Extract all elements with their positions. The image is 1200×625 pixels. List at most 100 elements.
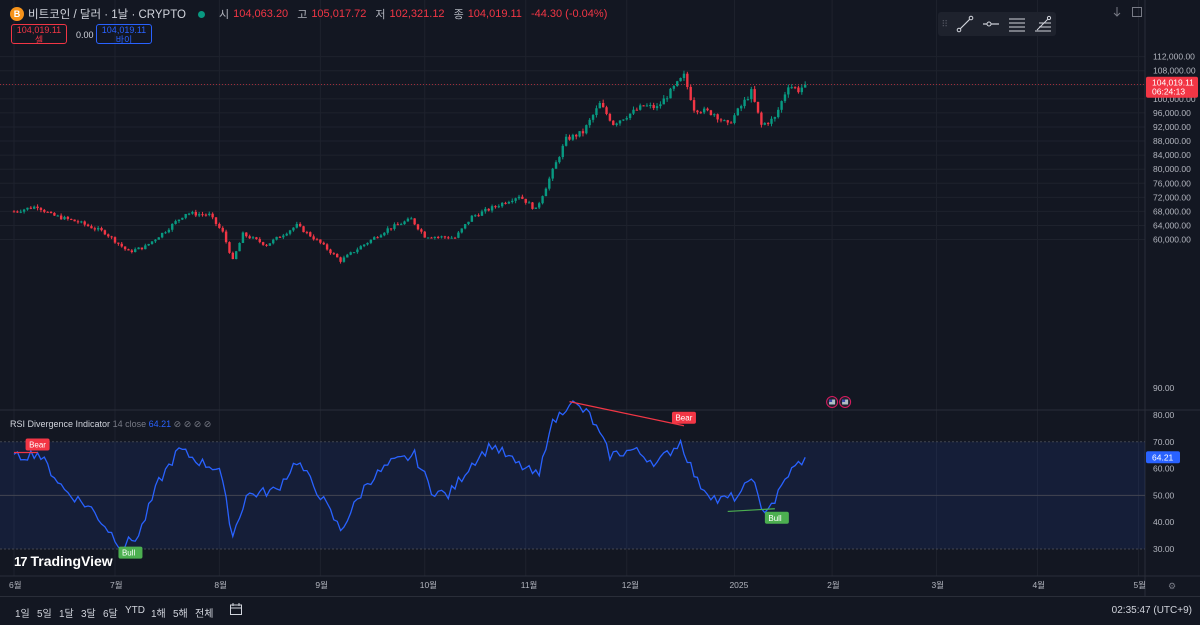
candle-body xyxy=(130,250,134,253)
candle-body xyxy=(278,236,282,238)
range-1m-button[interactable]: 1달 xyxy=(59,609,74,620)
candle-body xyxy=(312,236,315,240)
candle-body xyxy=(43,209,46,212)
candle-body xyxy=(110,236,113,238)
range-1y-button[interactable]: 1해 xyxy=(151,609,166,620)
candle-body xyxy=(645,105,649,107)
candle-body xyxy=(605,107,608,114)
candle-body xyxy=(544,188,548,197)
candle-body xyxy=(46,211,49,213)
candle-body xyxy=(793,87,797,89)
buy-button[interactable]: 104,019.11 바이 xyxy=(96,24,152,44)
range-3m-button[interactable]: 3달 xyxy=(81,609,96,620)
candle-body xyxy=(756,101,760,113)
drawing-toolbar: ⠿ xyxy=(938,12,1056,36)
price-tick-label: 84,000.00 xyxy=(1153,150,1191,160)
candle-body xyxy=(504,202,507,204)
candle-body xyxy=(36,206,39,209)
range-all-button[interactable]: 전체 xyxy=(195,609,214,620)
candle-body xyxy=(255,237,258,240)
clock-timezone[interactable]: 02:35:47 (UTC+9) xyxy=(1111,605,1192,616)
calendar-icon[interactable] xyxy=(229,602,243,619)
close-label: 종 xyxy=(453,9,464,21)
time-tick-label: 9월 xyxy=(315,580,328,590)
rsi-tick-label: 70.00 xyxy=(1153,437,1175,447)
candle-body xyxy=(359,246,362,250)
rsi-value-badge xyxy=(1146,451,1180,464)
symbol-title[interactable]: 비트코인 / 달러 · 1날 · CRYPTO xyxy=(28,9,186,21)
candle-body xyxy=(184,213,187,218)
range-5d-button[interactable]: 5일 xyxy=(37,609,52,620)
candle-body xyxy=(134,249,137,253)
candle-body xyxy=(16,211,19,213)
price-tick-label: 68,000.00 xyxy=(1153,206,1191,216)
candle-body xyxy=(272,239,275,244)
price-tick-label: 60,000.00 xyxy=(1153,235,1191,245)
candle-body xyxy=(238,242,241,252)
buy-price: 104,019.11 xyxy=(101,25,147,35)
rsi-tick-label: 60.00 xyxy=(1153,464,1175,474)
range-6m-button[interactable]: 6달 xyxy=(103,609,118,620)
arrow-down-icon[interactable] xyxy=(1112,6,1122,21)
candle-body xyxy=(420,229,423,232)
range-5y-button[interactable]: 5해 xyxy=(173,609,188,620)
price-tick-label: 112,000.00 xyxy=(1153,52,1195,62)
candle-body xyxy=(699,112,702,114)
candle-body xyxy=(447,237,450,239)
range-1d-button[interactable]: 1일 xyxy=(15,609,30,620)
candle-body xyxy=(33,206,36,209)
candle-body xyxy=(137,247,140,250)
candle-body xyxy=(740,106,743,109)
candle-body xyxy=(686,73,689,87)
candle-body xyxy=(393,224,396,229)
candle-body xyxy=(706,108,709,111)
candle-body xyxy=(773,117,777,119)
candle-body xyxy=(676,81,679,87)
indicator-params: 14 close xyxy=(112,419,147,429)
maximize-icon[interactable] xyxy=(1131,6,1143,21)
fib-retracement-icon[interactable] xyxy=(1030,12,1056,36)
spread-value: 0.00 xyxy=(76,30,94,40)
candle-body xyxy=(497,206,500,208)
sell-button[interactable]: 104,019.11 셀 xyxy=(11,24,67,44)
range-ytd-button[interactable]: YTD xyxy=(125,605,145,616)
candle-body xyxy=(403,221,406,225)
us-flag-icon xyxy=(829,399,833,402)
candle-body xyxy=(494,206,497,208)
candle-body xyxy=(218,223,221,228)
parallel-lines-icon[interactable] xyxy=(1004,12,1030,36)
divergence-label: Bull xyxy=(768,514,782,523)
candle-body xyxy=(285,233,288,236)
candle-body xyxy=(460,228,463,233)
time-tick-label: 8월 xyxy=(214,580,227,590)
candle-body xyxy=(578,131,581,137)
candle-body xyxy=(463,224,467,229)
indicator-hidden-icons[interactable]: ⊘ ⊘ ⊘ ⊘ xyxy=(173,419,212,429)
candle-body xyxy=(719,119,723,121)
candle-body xyxy=(635,109,639,111)
sell-label: 셀 xyxy=(34,34,44,45)
candle-body xyxy=(396,224,399,226)
candle-body xyxy=(103,230,107,235)
trend-line-icon[interactable] xyxy=(952,12,978,36)
drag-handle-icon[interactable]: ⠿ xyxy=(941,18,949,29)
candle-body xyxy=(521,196,524,199)
candle-body xyxy=(517,196,521,199)
candle-body xyxy=(63,216,66,220)
candle-body xyxy=(19,211,22,213)
candle-body xyxy=(221,227,224,232)
candle-body xyxy=(783,94,787,102)
candle-body xyxy=(426,237,430,239)
candle-body xyxy=(443,236,447,238)
candle-body xyxy=(120,243,123,247)
candle-body xyxy=(39,208,43,210)
candle-body xyxy=(561,145,564,158)
candle-body xyxy=(763,123,766,125)
candle-body xyxy=(66,216,70,219)
price-tick-label: 96,000.00 xyxy=(1153,108,1191,118)
horizontal-ray-icon[interactable] xyxy=(978,12,1004,36)
candle-body xyxy=(453,237,457,239)
candle-body xyxy=(723,120,726,122)
indicator-legend[interactable]: RSI Divergence Indicator 14 close 64.21 … xyxy=(10,419,211,430)
